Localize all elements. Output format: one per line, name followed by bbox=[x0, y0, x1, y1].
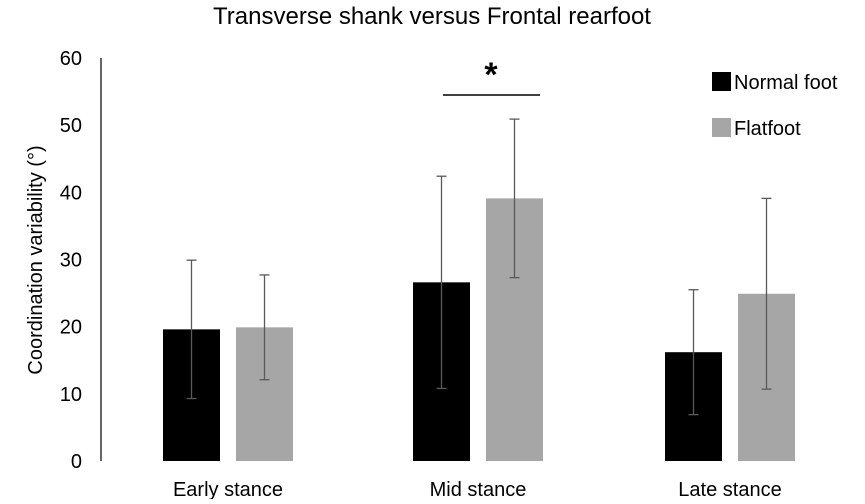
y-tick-label: 0 bbox=[71, 451, 82, 473]
y-tick-label: 30 bbox=[60, 250, 82, 272]
error-bar bbox=[436, 175, 447, 390]
significance-star: * bbox=[484, 56, 498, 94]
legend-item: Normal foot bbox=[712, 72, 838, 94]
legend-swatch bbox=[712, 118, 731, 137]
error-bar bbox=[688, 289, 699, 416]
y-axis-label: Coordination variability (°) bbox=[25, 145, 47, 374]
x-tick-label: Mid stance bbox=[430, 479, 527, 499]
error-bar bbox=[259, 274, 270, 381]
chart-title: Transverse shank versus Frontal rearfoot bbox=[213, 3, 651, 30]
y-tick-label: 20 bbox=[60, 317, 82, 339]
x-tick-label: Early stance bbox=[173, 479, 283, 499]
y-tick-label: 60 bbox=[60, 48, 82, 70]
legend-swatch bbox=[712, 72, 731, 91]
legend-label: Flatfoot bbox=[734, 118, 801, 140]
legend-label: Normal foot bbox=[734, 72, 838, 94]
y-tick-label: 50 bbox=[60, 115, 82, 137]
error-bar bbox=[761, 197, 772, 390]
error-bar bbox=[186, 259, 197, 400]
error-bar bbox=[509, 118, 520, 279]
y-tick-label: 40 bbox=[60, 182, 82, 204]
x-tick-label: Late stance bbox=[678, 479, 781, 499]
legend-item: Flatfoot bbox=[712, 118, 801, 140]
y-tick-label: 10 bbox=[60, 384, 82, 406]
